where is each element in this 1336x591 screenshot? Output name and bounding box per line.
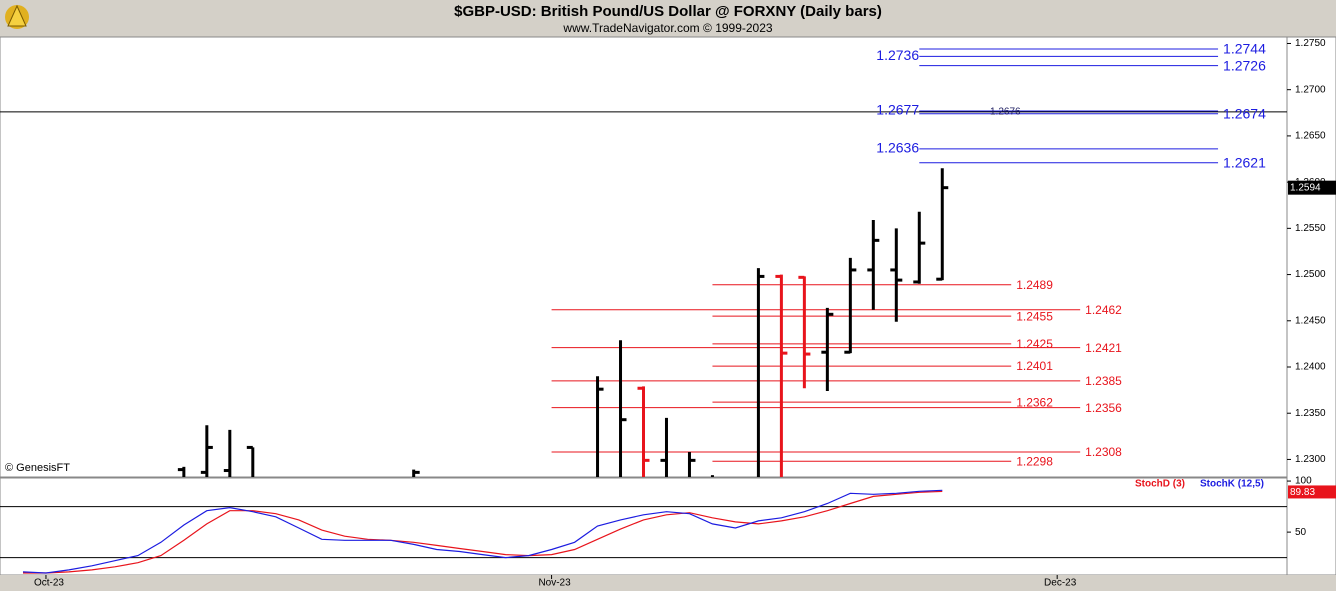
y-tick-label: 1.2700: [1295, 84, 1326, 95]
level-label: 1.2455: [1016, 309, 1053, 323]
level-label: 1.2356: [1085, 401, 1122, 415]
annotation: © GenesisFT: [5, 462, 70, 474]
chart-title: $GBP-USD: British Pound/US Dollar @ FORX…: [454, 3, 882, 20]
level-label: 1.2425: [1016, 337, 1053, 351]
level-label: 1.2621: [1223, 154, 1266, 170]
level-label: 1.2462: [1085, 303, 1122, 317]
level-label: 1.2308: [1085, 445, 1122, 459]
stoch-line: [23, 490, 943, 574]
y-tick-label: 1.2300: [1295, 454, 1326, 465]
last-price-box: [1288, 180, 1336, 195]
level-label: 1.2362: [1016, 395, 1053, 409]
level-label: 1.2736: [876, 47, 919, 63]
x-tick-label: Nov-23: [538, 578, 571, 589]
chart-subtitle: www.TradeNavigator.com © 1999-2023: [562, 21, 772, 35]
last-price-label: 1.2594: [1290, 182, 1321, 193]
stoch-line: [22, 489, 943, 574]
y-tick-label: 1.2650: [1295, 131, 1326, 142]
level-label: 1.2674: [1223, 105, 1266, 121]
y-tick-label: 1.2400: [1295, 362, 1326, 373]
level-label: 1.2489: [1016, 278, 1053, 292]
level-label: 1.2298: [1016, 454, 1053, 468]
level-label: 1.2421: [1085, 341, 1122, 355]
y-tick-label: 100: [1295, 476, 1312, 487]
level-label: 1.2401: [1016, 359, 1053, 373]
level-label: 1.2744: [1223, 41, 1266, 57]
y-tick-label: 1.2350: [1295, 408, 1326, 419]
x-tick-label: Dec-23: [1044, 578, 1077, 589]
y-tick-label: 1.2500: [1295, 269, 1326, 280]
y-tick-label: 1.2550: [1295, 223, 1326, 234]
x-axis-strip: [0, 575, 1336, 591]
x-tick-label: Oct-23: [34, 578, 64, 589]
level-label: 1.2385: [1085, 374, 1122, 388]
y-tick-label: 50: [1295, 527, 1307, 538]
title-bar: [0, 0, 1336, 37]
y-tick-label: 1.2750: [1295, 38, 1326, 49]
level-label: 1.2636: [876, 140, 919, 156]
logo: [5, 4, 29, 29]
last-value-label: 89.83: [1290, 487, 1315, 498]
legend-entry: StochK (12,5): [1200, 479, 1264, 490]
legend-entry: StochD (3): [1135, 479, 1185, 490]
level-label: 1.2676: [990, 107, 1021, 118]
y-tick-label: 1.2450: [1295, 315, 1326, 326]
level-label: 1.2677: [876, 102, 919, 118]
stoch-plot: [0, 489, 1287, 574]
level-label: 1.2726: [1223, 57, 1266, 73]
price-plot: [0, 48, 1287, 477]
stoch-panel: [0, 477, 1288, 576]
last-value-box: [1288, 485, 1336, 499]
